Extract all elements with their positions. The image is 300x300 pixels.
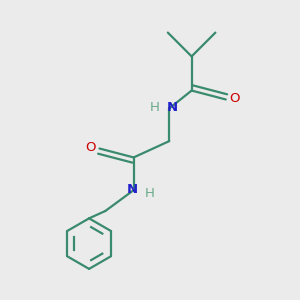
Text: H: H bbox=[145, 187, 155, 200]
Text: N: N bbox=[127, 183, 138, 196]
Text: H: H bbox=[150, 101, 160, 114]
Text: N: N bbox=[167, 101, 178, 114]
Text: O: O bbox=[85, 141, 96, 154]
Text: O: O bbox=[230, 92, 240, 105]
